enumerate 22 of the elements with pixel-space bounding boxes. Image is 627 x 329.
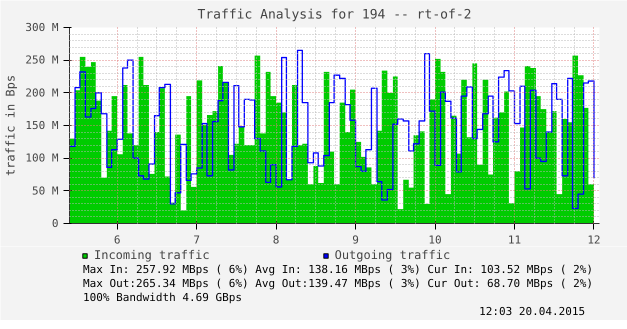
y-tick-label: 150 M [25, 119, 59, 132]
legend-label: Incoming traffic [94, 248, 210, 262]
x-tick-label: 7 [193, 234, 200, 246]
y-tick-label: 300 M [25, 21, 59, 34]
legend-label: Outgoing traffic [334, 248, 450, 262]
x-tick-label: 11 [508, 234, 522, 246]
y-axis-title: traffic in Bps [3, 74, 18, 176]
text: Max In: 257.92 MBps ( 6%) Avg In: 138.16 MBps ( 3%) Cur In: 103.52 MBps ( 2%) [83, 263, 593, 276]
y-tick-label: 200 M [25, 86, 59, 100]
text: Max Out:265.34 MBps ( 6%) Avg Out:139.47 MBps ( 3%) Cur Out: 68.70 MBps ( 2%) [83, 277, 593, 290]
x-tick-label: 12 [587, 234, 601, 246]
y-tick-label: 50 M [32, 184, 59, 198]
x-tick-label: 9 [352, 234, 359, 246]
x-tick-label: 8 [272, 234, 280, 246]
y-tick-label: 250 M [25, 54, 59, 67]
text: 100% Bandwidth 4.69 GBps [83, 291, 242, 304]
text: 12:03 20.04.2015 [479, 305, 586, 318]
x-tick-label: 10 [428, 234, 442, 246]
y-tick-label: 100 M [25, 152, 59, 165]
x-tick-label: 6 [114, 234, 120, 246]
chart-title: Traffic Analysis for 194 -- rt-of-2 [198, 8, 472, 22]
y-tick-label: 0 [52, 217, 58, 230]
